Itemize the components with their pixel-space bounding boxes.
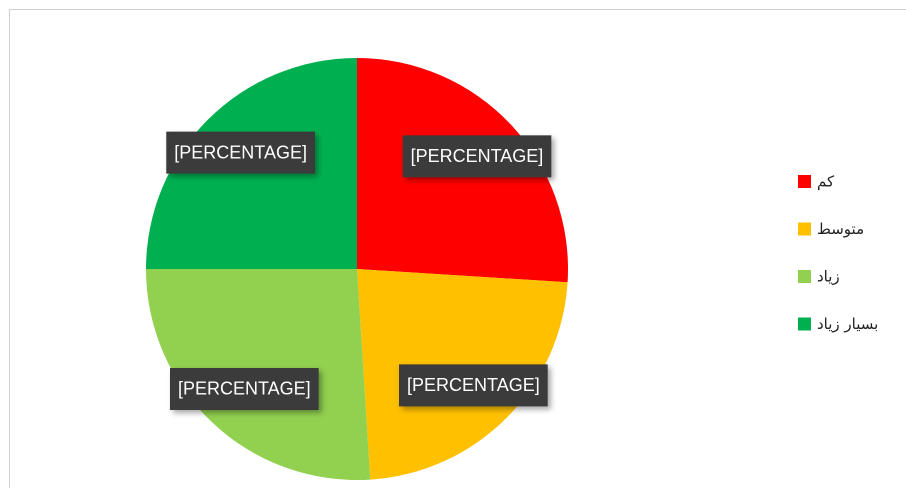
legend: کم متوسط زیاد بسیار زیاد bbox=[798, 173, 878, 333]
pie bbox=[146, 58, 568, 480]
data-label: [PERCENTAGE] bbox=[402, 135, 552, 178]
data-label: [PERCENTAGE] bbox=[399, 364, 548, 407]
legend-swatch bbox=[798, 317, 811, 331]
data-label-box bbox=[169, 367, 319, 410]
legend-swatch bbox=[798, 270, 811, 283]
data-label-box bbox=[166, 131, 315, 174]
data-label-text: [PERCENTAGE] bbox=[407, 375, 540, 395]
data-label-box bbox=[399, 364, 548, 407]
data-label: [PERCENTAGE] bbox=[169, 367, 319, 410]
data-label-text: [PERCENTAGE] bbox=[178, 379, 311, 399]
data-label-box bbox=[402, 135, 552, 178]
data-labels: [PERCENTAGE] [PERCENTAGE] [PERCENTAGE] [PER… bbox=[166, 131, 552, 410]
legend-swatch bbox=[798, 222, 811, 236]
data-label-text: [PERCENTAGE] bbox=[411, 146, 544, 166]
legend-swatch bbox=[798, 175, 811, 188]
legend-label: متوسط bbox=[817, 220, 864, 238]
legend-label: کم bbox=[817, 173, 835, 191]
legend-label: زیاد bbox=[817, 268, 840, 286]
data-label: [PERCENTAGE] bbox=[166, 131, 315, 174]
data-label-text: [PERCENTAGE] bbox=[174, 142, 307, 162]
legend-label: بسیار زیاد bbox=[817, 315, 878, 333]
